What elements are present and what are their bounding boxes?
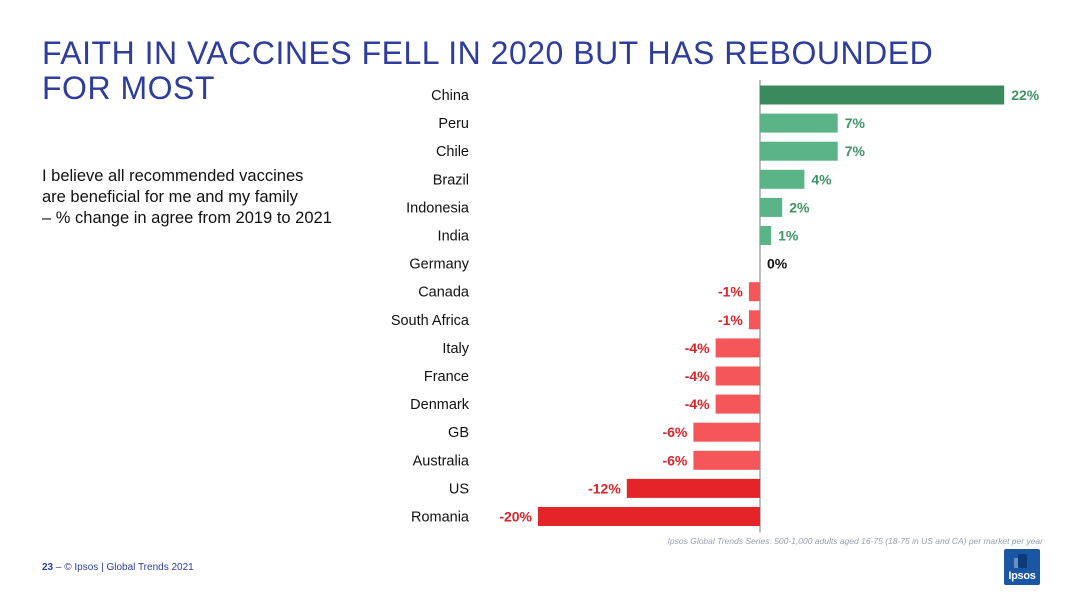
bar-chart: China 22% Peru 7% Chile 7% Brazil 4% Indonesia 2%… [391, 80, 1040, 533]
footer: 23 – © Ipsos | Global Trends 2021 [42, 562, 194, 573]
data-label-canada: -1% [718, 284, 743, 300]
data-label-us: -12% [588, 480, 621, 496]
category-label-peru: Peru [438, 116, 469, 132]
category-label-italy: Italy [442, 341, 469, 357]
slide-title: FAITH IN VACCINES FELL IN 2020 BUT HAS R… [42, 35, 934, 106]
data-label-gb: -6% [662, 424, 687, 440]
bar-romania [538, 507, 760, 526]
category-label-gb: GB [448, 425, 469, 441]
category-label-south-africa: South Africa [391, 313, 470, 329]
category-label-germany: Germany [409, 257, 469, 273]
bar-us [626, 478, 760, 498]
subtitle-line-1: I believe all recommended vaccines [42, 167, 304, 185]
bar-gb [693, 422, 760, 442]
logo-mark-back [1014, 558, 1021, 568]
bar-china [760, 85, 1005, 105]
bar-canada [748, 282, 760, 302]
data-label-south-africa: -1% [718, 312, 743, 328]
data-label-australia: -6% [662, 452, 687, 468]
category-label-france: France [424, 369, 469, 385]
bar-indonesia [760, 197, 783, 217]
data-label-germany: 0% [767, 256, 788, 272]
data-label-brazil: 4% [811, 171, 832, 187]
category-label-romania: Romania [411, 510, 470, 526]
bar-france [715, 366, 760, 386]
data-label-italy: -4% [685, 340, 710, 356]
chart-subtitle: I believe all recommended vaccines are b… [42, 166, 372, 229]
ipsos-logo: Ipsos [1004, 549, 1040, 585]
category-label-canada: Canada [418, 285, 470, 301]
subtitle-line-2: are beneficial for me and my family [42, 188, 298, 206]
category-label-china: China [431, 88, 470, 104]
bar-brazil [760, 169, 805, 189]
logo-mark-front [1018, 554, 1027, 568]
data-label-denmark: -4% [685, 396, 710, 412]
subtitle-line-3: – % change in agree from 2019 to 2021 [42, 209, 332, 227]
category-label-indonesia: Indonesia [406, 200, 470, 216]
category-label-brazil: Brazil [433, 172, 469, 188]
bar-peru [760, 113, 838, 133]
source-note: Ipsos Global Trends Series: 500-1,000 ad… [667, 536, 1043, 546]
bar-denmark [715, 394, 760, 414]
data-label-china: 22% [1011, 87, 1040, 103]
bar-south-africa [748, 310, 760, 330]
category-label-australia: Australia [413, 453, 470, 469]
data-label-peru: 7% [845, 115, 866, 131]
bar-chile [760, 141, 838, 161]
category-label-us: US [449, 481, 469, 497]
footer-text: – © Ipsos | Global Trends 2021 [53, 562, 194, 573]
data-label-france: -4% [685, 368, 710, 384]
data-label-chile: 7% [845, 143, 866, 159]
category-label-india: India [438, 229, 470, 245]
data-label-indonesia: 2% [789, 199, 810, 215]
data-label-romania: -20% [499, 509, 532, 525]
bar-india [760, 226, 772, 245]
category-label-denmark: Denmark [410, 397, 470, 413]
page-number: 23 [42, 562, 54, 573]
bar-italy [715, 338, 760, 358]
logo-text: Ipsos [1008, 570, 1036, 582]
bar-australia [693, 450, 760, 470]
category-label-chile: Chile [436, 144, 469, 160]
data-label-india: 1% [778, 228, 799, 244]
